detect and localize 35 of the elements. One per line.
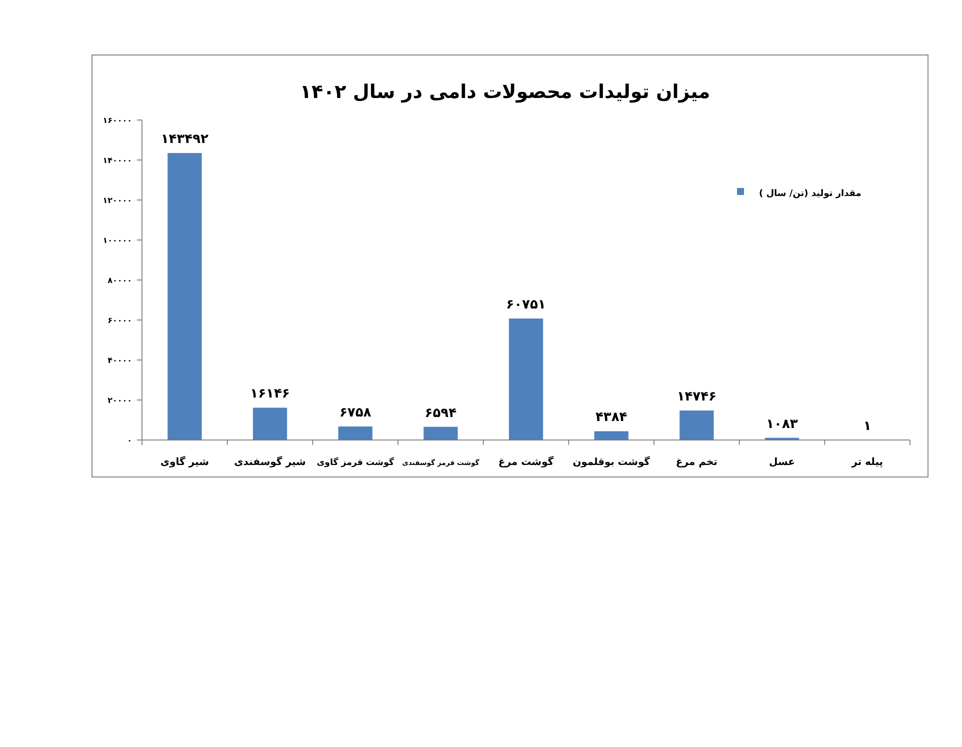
bar bbox=[168, 153, 202, 440]
x-tick-label: عسل bbox=[769, 457, 795, 468]
y-tick-label: ۸۰۰۰۰ bbox=[108, 276, 132, 285]
data-label: ۶۰۷۵۱ bbox=[506, 298, 546, 312]
x-tick-label: گوشت قرمز گاوی bbox=[316, 457, 395, 468]
data-label: ۱۴۳۴۹۲ bbox=[160, 132, 209, 148]
chart-title: میزان تولیدات محصولات دامی در سال ۱۴۰۲ bbox=[300, 81, 710, 103]
data-label: ۴۳۸۴ bbox=[595, 410, 628, 426]
x-tick-label: شیر گاوی bbox=[160, 455, 210, 468]
y-tick-label: ۱۶۰۰۰۰ bbox=[102, 116, 132, 125]
y-tick-label: ۴۰۰۰۰ bbox=[108, 356, 132, 365]
data-label: ۶۷۵۸ bbox=[339, 405, 372, 420]
bar bbox=[680, 410, 714, 440]
bar bbox=[508, 318, 544, 440]
x-tick-label: تخم مرغ bbox=[676, 457, 718, 468]
x-tick-label: پیله تر bbox=[850, 457, 884, 468]
x-tick-label: شیر گوسفندی bbox=[234, 455, 306, 468]
bar bbox=[424, 426, 458, 440]
data-label: ۱۰۸۳ bbox=[766, 416, 798, 432]
y-tick-label: ۱۲۰۰۰۰ bbox=[102, 196, 132, 205]
y-tick-label: ۱۴۰۰۰۰ bbox=[102, 156, 132, 165]
x-tick-label: گوشت مرغ bbox=[498, 455, 554, 468]
y-tick-label: ۶۰۰۰۰ bbox=[108, 316, 132, 325]
bar bbox=[594, 431, 628, 440]
data-label: ۱۴۷۴۶ bbox=[676, 390, 717, 405]
bar bbox=[252, 408, 288, 440]
bar bbox=[338, 426, 372, 440]
y-tick-label: ۲۰۰۰۰ bbox=[108, 396, 132, 405]
data-label: ۱۶۱۴۶ bbox=[250, 386, 290, 402]
y-tick-label: ۱۰۰۰۰۰ bbox=[102, 236, 132, 245]
data-label: ۱ bbox=[863, 419, 872, 434]
data-label: ۶۵۹۴ bbox=[424, 406, 457, 421]
y-tick-label: ۰ bbox=[127, 436, 132, 445]
x-tick-label: گوشت بوقلمون bbox=[572, 456, 650, 468]
legend-label: مقدار تولید (تن/ سال ) bbox=[759, 189, 862, 199]
